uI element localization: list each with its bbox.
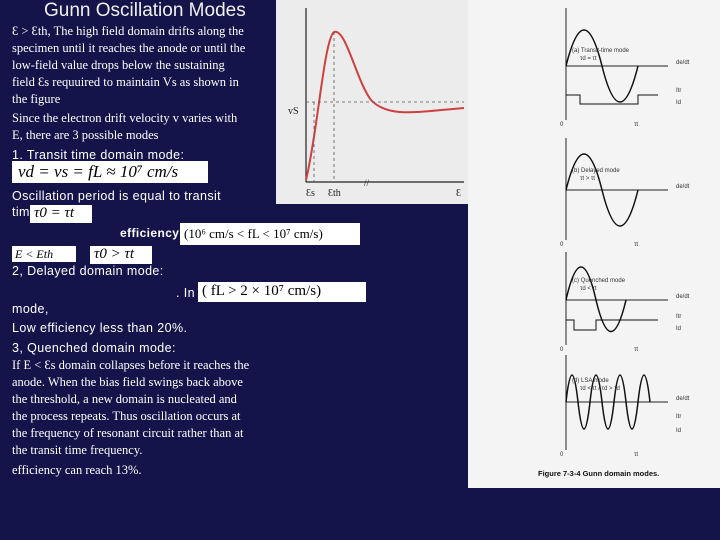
- panel-b-axis-0: 0: [560, 242, 564, 248]
- panel-d-axis-t: τt: [634, 452, 638, 458]
- panel-b-axis-t: τt: [634, 242, 638, 248]
- intro-line-5: the figure: [12, 92, 61, 106]
- panel-delayed: (b) Delayed mode τt > τt de/dt 0 τt: [560, 138, 690, 248]
- mode3-heading: 3, Quenched domain mode:: [12, 341, 176, 355]
- velocity-field-plot: vS Ɛs Ɛth Ɛ //: [276, 0, 468, 204]
- panel-a-right-1: de/dt: [676, 60, 690, 66]
- panel-a-axis-t: τt: [634, 122, 638, 128]
- mode3-line-7: efficiency can reach 13%.: [12, 463, 142, 477]
- panel-d-sub: τd < τt / τd > τd: [580, 386, 620, 392]
- panel-c-right-3: Id: [676, 326, 681, 332]
- velocity-field-figure: vS Ɛs Ɛth Ɛ //: [276, 0, 468, 204]
- intro-line-1: Ɛ > Ɛth, The high field domain drifts al…: [12, 24, 244, 38]
- panel-b-right-1: de/dt: [676, 184, 690, 190]
- panel-b-label: (b) Delayed mode: [572, 168, 620, 174]
- slide-title: Gunn Oscillation Modes: [44, 0, 246, 21]
- es-label: Ɛs: [306, 188, 315, 199]
- mode2-fragment: . In: [176, 286, 195, 300]
- mode3-line-3: the threshold, a new domain is nucleated…: [12, 392, 237, 406]
- mode2-line-1: mode,: [12, 302, 49, 316]
- panel-a-axis-0: 0: [560, 122, 564, 128]
- panel-transit-time: (a) Transit-time mode τd = τt de/dt Itr …: [560, 8, 690, 128]
- mode1-heading: 1. Transit time domain mode:: [12, 148, 185, 162]
- mode3-line-1: If E < Ɛs domain collapses before it rea…: [12, 358, 250, 372]
- equation-period-equals-transit: τ0 = τt: [30, 205, 92, 223]
- intro-line-6: Since the electron drift velocity v vari…: [12, 111, 238, 125]
- mode3-line-5: the frequency of resonant circuit rather…: [12, 426, 244, 440]
- equation-drift-velocity: vd = vs = fL ≈ 10⁷ cm/s: [12, 161, 208, 183]
- panel-c-sub: τd < τt: [580, 286, 597, 292]
- gunn-modes-plot: (a) Transit-time mode τd = τt de/dt Itr …: [468, 0, 720, 488]
- panel-a-label: (a) Transit-time mode: [572, 48, 630, 54]
- intro-line-2: specimen until it reaches the anode or u…: [12, 41, 246, 55]
- intro-line-3: low-field value drops below the sustaini…: [12, 58, 225, 72]
- axis-break-mark: //: [364, 178, 370, 188]
- vs-label: vS: [288, 106, 299, 117]
- mode2-line-2: Low efficiency less than 20%.: [12, 321, 188, 335]
- mode3-line-4: the process repeats. Thus oscillation oc…: [12, 409, 241, 423]
- equation-period-greater-transit: τ0 > τt: [90, 246, 152, 264]
- panel-quenched: (c) Quenched mode τd < τt de/dt Itr Id 0…: [560, 252, 690, 353]
- panel-b-sub: τt > τt: [580, 176, 595, 182]
- equation-delayed-condition: ( fL > 2 × 10⁷ cm/s): [198, 282, 366, 302]
- intro-line-7: E, there are 3 possible modes: [12, 128, 159, 142]
- mode1-period-line-1: Oscillation period is equal to transit: [12, 189, 222, 203]
- panel-c-axis-t: τt: [634, 347, 638, 353]
- condition-e-less-eth: E < Eth: [12, 246, 76, 262]
- mode3-line-6: the transit time frequency.: [12, 443, 143, 457]
- panel-lsa: (d) LSA mode τd < τt / τd > τd de/dt Itr…: [560, 355, 690, 458]
- panel-c-right-2: Itr: [676, 314, 681, 320]
- panel-d-right-3: Id: [676, 428, 681, 434]
- panel-a-right-3: Id: [676, 100, 681, 106]
- figure-caption: Figure 7-3-4 Gunn domain modes.: [538, 469, 659, 478]
- intro-line-4: field Ɛs requuired to maintain Vs as sho…: [12, 75, 239, 89]
- eth-label: Ɛth: [328, 188, 341, 199]
- panel-c-label: (c) Quenched mode: [572, 278, 626, 284]
- panel-c-right-1: de/dt: [676, 294, 690, 300]
- panel-a-sub: τd = τt: [580, 56, 597, 62]
- panel-d-right-2: Itr: [676, 414, 681, 420]
- gunn-modes-figure: (a) Transit-time mode τd = τt de/dt Itr …: [468, 0, 720, 488]
- panel-d-label: (d) LSA mode: [572, 378, 609, 384]
- e-axis-label: Ɛ: [456, 188, 461, 199]
- efficiency-label: efficiency: [120, 226, 180, 240]
- panel-c-axis-0: 0: [560, 347, 564, 353]
- mode2-heading: 2, Delayed domain mode:: [12, 264, 164, 278]
- equation-fl-range: (10⁶ cm/s < fL < 10⁷ cm/s): [180, 223, 360, 245]
- panel-a-right-2: Itr: [676, 88, 681, 94]
- panel-d-right-1: de/dt: [676, 396, 690, 402]
- panel-d-axis-0: 0: [560, 452, 564, 458]
- mode3-line-2: anode. When the bias field swings back a…: [12, 375, 243, 389]
